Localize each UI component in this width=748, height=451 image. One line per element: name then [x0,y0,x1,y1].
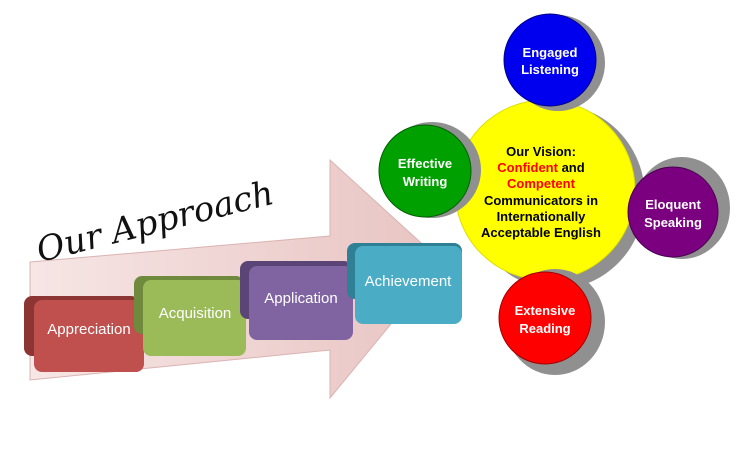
circle-face [498,271,592,365]
step-application: Application [240,261,353,340]
vision-heading: Our Vision: [506,144,576,159]
circle-label-line1: Extensive [515,303,576,318]
vision-line2: Competent [507,176,576,191]
circle-label-line1: Eloquent [645,197,701,212]
circle-label-line1: Effective [398,156,452,171]
vision-line5: Acceptable English [481,225,601,240]
step-label: Achievement [365,273,453,290]
circle-face [378,124,472,218]
step-acquisition: Acquisition [134,276,246,356]
vision-line1: Confident and [497,160,584,175]
step-block [143,280,246,356]
step-block [249,266,353,340]
circle-label-line2: Listening [521,62,579,77]
step-label: Appreciation [47,321,130,338]
circle-writing: Effective Writing [378,122,481,218]
vision-line1-rest: and [558,160,585,175]
step-label: Acquisition [159,305,232,322]
step-label: Application [264,290,337,307]
vision-highlight-confident: Confident [497,160,558,175]
vision-circle-group: Our Vision: Confident and Competent Comm… [454,99,645,289]
circle-reading: Extensive Reading [498,269,605,375]
circle-label-line1: Engaged [523,45,578,60]
circle-speaking: Eloquent Speaking [627,157,730,259]
circle-listening: Engaged Listening [503,13,605,111]
circle-label-line2: Reading [519,321,570,336]
circle-face [503,13,597,107]
circle-label-line2: Writing [403,174,448,189]
vision-line3: Communicators in [484,193,598,208]
vision-line4: Internationally [497,209,587,224]
step-appreciation: Appreciation [24,296,144,372]
step-block [34,300,144,372]
circle-label-line2: Speaking [644,215,702,230]
step-block [355,246,462,324]
step-achievement: Achievement [347,243,462,324]
circle-face [627,166,719,258]
